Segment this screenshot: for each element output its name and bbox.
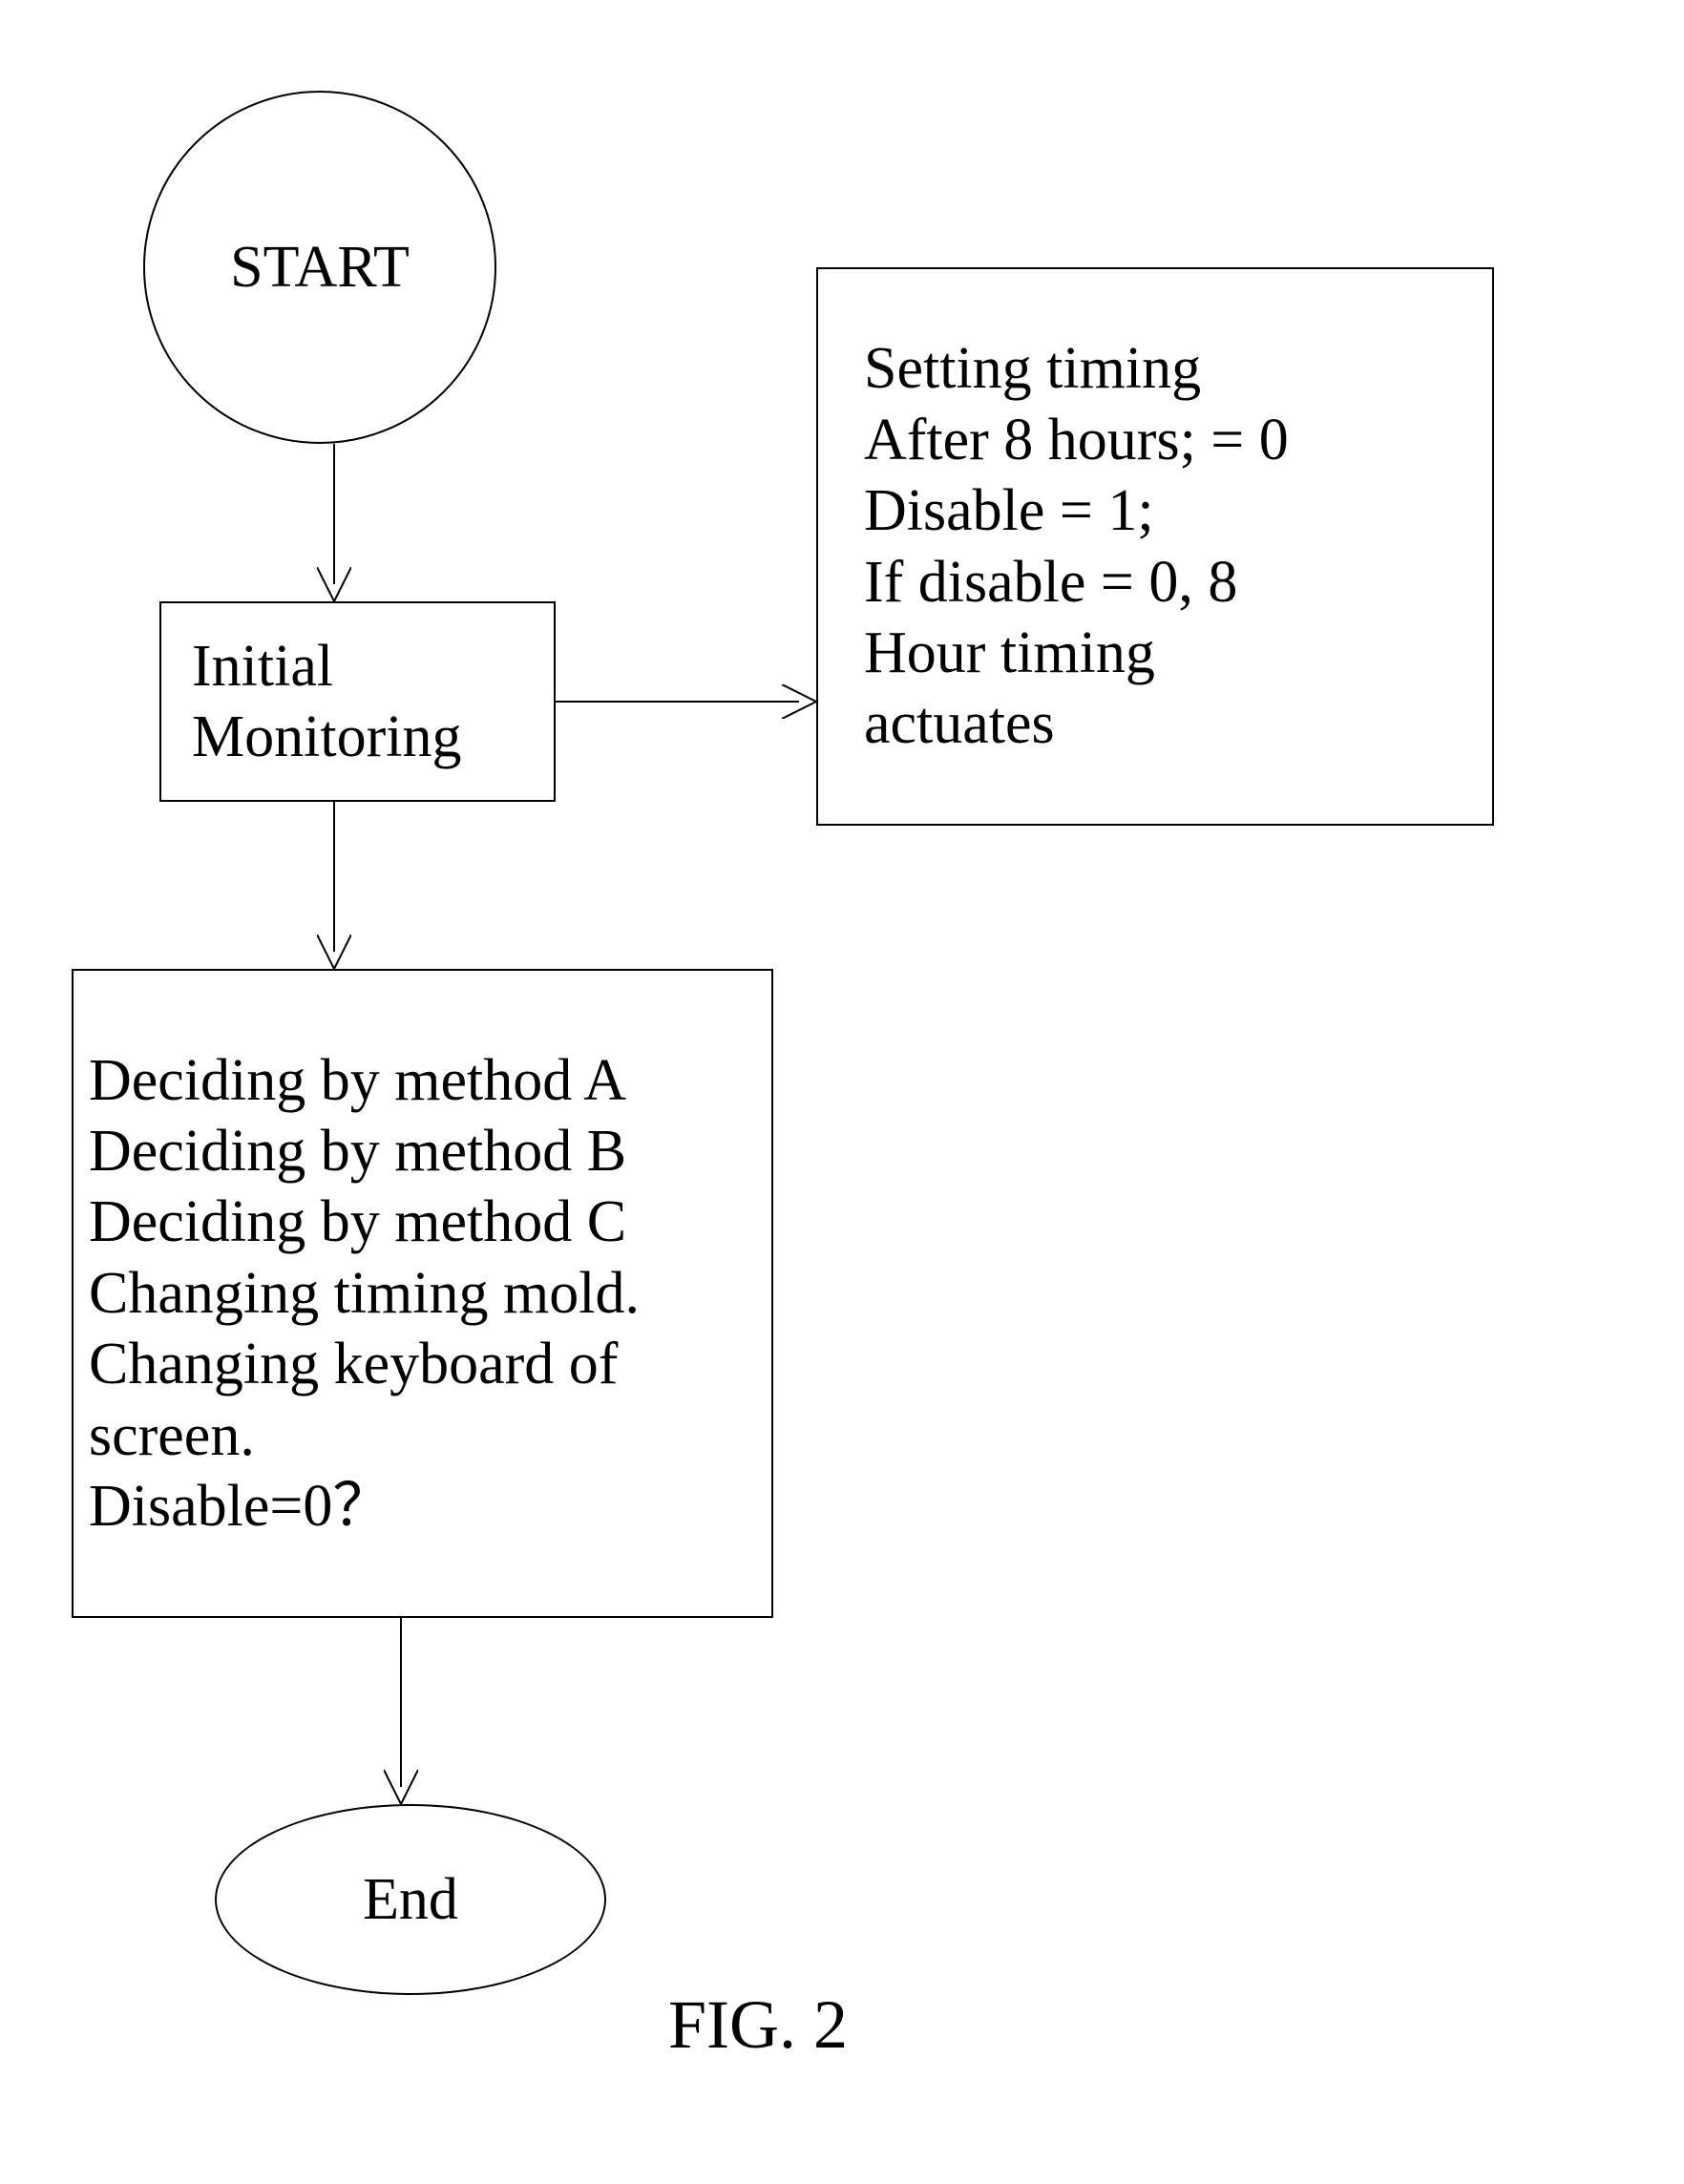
arrow-head-down [384, 1770, 418, 1804]
arrow-head-down [317, 567, 351, 601]
edge-line [400, 1618, 402, 1787]
initial-monitoring-label: Initial Monitoring [192, 631, 554, 773]
deciding-node: Deciding by method A Deciding by method … [72, 969, 773, 1618]
figure-label: FIG. 2 [668, 1985, 848, 2065]
initial-monitoring-node: Initial Monitoring [159, 601, 556, 802]
start-node: START [143, 91, 496, 444]
start-label: START [230, 232, 410, 303]
edge-line [333, 802, 335, 952]
setting-timing-node: Setting timing After 8 hours; = 0 Disabl… [816, 267, 1494, 826]
arrow-head-right [782, 684, 816, 719]
edge-line [556, 701, 799, 703]
flowchart-container: START Initial Monitoring Setting timing … [0, 0, 1684, 2184]
figure-label-text: FIG. 2 [668, 1986, 848, 2063]
deciding-label: Deciding by method A Deciding by method … [89, 1045, 771, 1543]
edge-line [333, 444, 335, 584]
arrow-head-down [317, 934, 351, 969]
end-node: End [215, 1804, 606, 1995]
setting-timing-label: Setting timing After 8 hours; = 0 Disabl… [864, 333, 1492, 759]
end-label: End [363, 1864, 458, 1935]
